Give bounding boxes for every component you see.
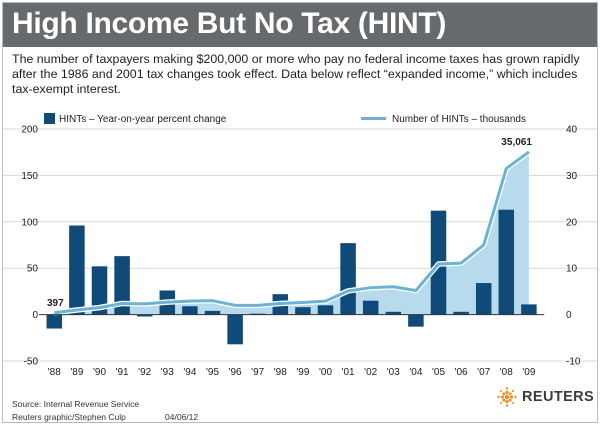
right-axis-tick-label: 10 [566,264,578,275]
bar [408,314,424,327]
x-axis-tick-label: '06 [455,367,468,378]
left-axis-tick-label: 150 [21,171,38,182]
bar [498,209,515,315]
bar-series [46,209,537,345]
x-axis-tick-label: '02 [364,367,377,378]
reuters-logo-text: REUTERS [522,389,595,405]
right-axis-tick-label: 0 [566,310,572,321]
bar [182,306,198,315]
x-axis-tick-label: '98 [274,367,287,378]
left-axis-tick-label: 50 [27,264,39,275]
x-axis-tick-label: '05 [432,367,445,378]
x-axis-tick-label: '00 [319,367,332,378]
right-axis-tick-label: 20 [566,217,578,228]
bar [317,305,334,315]
right-axis-ticks: -10 0 10 20 30 40 [566,125,581,368]
bar [114,256,130,315]
left-axis-tick-label: 100 [21,217,38,228]
left-axis-tick-label: 200 [21,125,38,136]
x-axis-tick-label: '90 [93,367,106,378]
graphic-credit: Reuters graphic/Stephen Culp [12,412,126,422]
legend-bar-swatch [44,113,55,124]
right-axis-tick-label: 40 [566,125,578,136]
left-axis-tick-label: 0 [32,310,38,321]
chart: -50 0 50 100 150 200 -10 0 10 20 30 40 '88 '89 '90 '9… [3,113,597,378]
bar [385,311,402,315]
bar [227,314,243,345]
bar [475,283,492,315]
legend-bar-label: HINTs – Year-on-year percent change [59,114,227,125]
hint-count-line [54,150,530,315]
left-axis-tick-label: -50 [24,357,39,368]
x-axis-tick-label: '03 [387,367,400,378]
x-axis-tick-label: '96 [229,367,242,378]
bar [521,304,537,315]
annotations: 397 35,061 [47,137,532,309]
x-axis-tick-label: '09 [522,367,535,378]
legend-line-label: Number of HINTs – thousands [392,114,526,125]
x-axis-ticks: '88 '89 '90 '91 '92 '93 '94 '95 '96 '97 '98 '99 '00 '… [48,367,536,378]
left-axis-ticks: -50 0 50 100 150 200 [21,125,38,368]
right-axis-tick-label: -10 [566,357,581,368]
x-axis-tick-label: '88 [48,367,61,378]
x-axis-tick-label: '99 [296,367,309,378]
source-note: Source: Internal Revenue Service [12,399,140,409]
x-axis-tick-label: '08 [500,367,513,378]
data-callout-label: 35,061 [501,137,532,148]
bar [91,266,108,315]
legend: HINTs – Year-on-year percent change Numb… [44,113,526,125]
right-axis-tick-label: 30 [566,171,578,182]
title-bar: High Income But No Tax (HINT) [3,3,597,47]
data-callout-label: 397 [47,298,64,309]
bar [69,225,85,315]
x-axis-tick-label: '95 [206,367,219,378]
x-axis-tick-label: '04 [409,367,422,378]
x-axis-tick-label: '92 [138,367,151,378]
bar [204,310,221,315]
reuters-dot-logo-icon [497,387,517,407]
bar [136,314,153,317]
bar [295,307,311,315]
bar [340,243,356,315]
bar [46,314,63,329]
bar [453,311,469,315]
x-axis-tick-label: '01 [342,367,355,378]
graphic-date: 04/06/12 [165,412,199,422]
chart-title: High Income But No Tax (HINT) [12,7,447,40]
x-axis-tick-label: '93 [161,367,174,378]
chart-subtitle: The number of taxpayers making $200,000 … [12,52,580,96]
x-axis-tick-label: '91 [116,367,129,378]
x-axis-tick-label: '94 [183,367,196,378]
x-axis-tick-label: '07 [477,367,490,378]
bar [362,300,379,315]
x-axis-tick-label: '97 [251,367,264,378]
x-axis-tick-label: '89 [70,367,83,378]
